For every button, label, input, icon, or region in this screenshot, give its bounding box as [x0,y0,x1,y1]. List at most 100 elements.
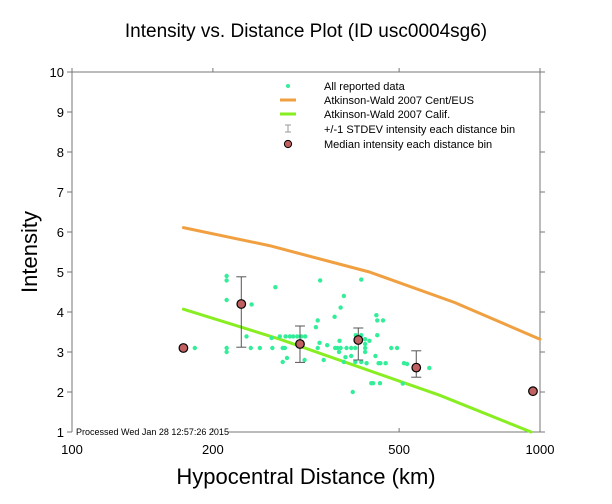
x-tick-label: 100 [61,442,83,457]
reported-data-point [380,318,386,323]
reported-data-point [338,345,343,351]
legend-item: All reported data [286,81,406,93]
reported-data-point [248,345,253,351]
reported-data-point [244,334,249,339]
median-point [411,362,422,373]
y-tick-label: 5 [57,265,64,280]
y-axis-label: Intensity [17,211,42,293]
median-point [528,386,538,397]
reported-data-point [284,355,290,361]
reported-data-point [224,273,229,279]
reported-data-point [336,349,342,355]
legend-dot-icon [286,84,290,88]
reported-data-point [359,277,364,282]
reported-data-point [269,335,274,341]
legend-item: Atkinson-Wald 2007 Calif. [280,109,450,121]
reported-data-point [192,345,198,351]
median-point [353,335,364,345]
reported-data-point [349,353,354,359]
legend-item: Median intensity each distance bin [283,139,492,151]
y-tick-label: 10 [50,65,64,80]
legend-label: Atkinson-Wald 2007 Cent/EUS [324,95,474,107]
reported-data-point [349,345,354,351]
reported-data-point [375,318,380,323]
reported-data-point [362,341,368,347]
reported-data-point [282,345,288,351]
reported-data-point [280,359,285,365]
legend-label: +/-1 STDEV intensity each distance bin [324,124,515,136]
y-tick-label: 3 [57,345,64,360]
reported-data-point [295,334,300,339]
median-point [178,343,189,353]
reported-data-point [343,355,348,360]
axes: 1 2 3 4 5 6 7 8 9 10 100 200 500 1000 [50,65,555,457]
reported-data-point [291,334,296,339]
reported-data-point [383,361,388,366]
reported-data-point [359,359,364,365]
x-tick-label: 500 [388,442,410,457]
legend: All reported data Atkinson-Wald 2007 Cent… [280,81,515,151]
y-tick-label: 2 [57,385,64,400]
reported-data-point [317,340,322,345]
y-tick-label: 4 [57,305,64,320]
y-tick-label: 6 [57,225,64,240]
median-point [295,339,305,349]
reported-data-point [283,334,288,339]
legend-item: +/-1 STDEV intensity each distance bin [285,124,515,136]
model-curves [181,226,542,434]
cent-eus-curve [181,226,542,341]
reported-data-point [404,361,410,367]
reported-data-point [344,345,349,351]
reported-data-point [303,334,308,339]
reported-data-point [313,325,319,330]
chart-title: Intensity vs. Distance Plot (ID usc0004s… [125,21,487,42]
reported-data-point [400,381,405,386]
reported-data-point [321,357,326,363]
reported-data-point [249,302,254,307]
reported-data-point [362,337,368,342]
reported-data-point [224,297,229,303]
reported-data-point [353,359,358,365]
reported-data-point [302,357,307,363]
legend-label: Atkinson-Wald 2007 Calif. [324,109,450,121]
reported-data-point [377,381,383,386]
x-tick-label: 200 [202,442,224,457]
reported-data-point [370,381,376,386]
y-tick-label: 7 [57,185,64,200]
legend-item: Atkinson-Wald 2007 Cent/EUS [280,95,474,107]
reported-data-point [364,361,369,366]
reported-data-point [224,345,229,351]
reported-data-point [224,278,229,283]
reported-data-point [362,345,368,351]
median-points [178,276,538,397]
processed-timestamp: Processed Wed Jan 28 12:57:26 2015 [76,427,229,437]
stdev-errorbar [236,276,247,348]
y-tick-label: 1 [57,425,64,440]
reported-data-point [257,345,263,351]
x-axis-label: Hypocentral Distance (km) [176,464,435,489]
legend-label: All reported data [324,81,406,93]
y-tick-label: 8 [57,145,64,160]
reported-data-point [427,365,432,371]
reported-data-point [394,345,400,351]
legend-label: Median intensity each distance bin [324,139,492,151]
reported-data-point [332,314,337,319]
reported-data-point [317,278,323,283]
reported-data-point [273,285,278,290]
reported-data-point [335,345,340,351]
legend-circle-icon [283,139,293,149]
reported-data-point [350,389,355,395]
y-tick-label: 9 [57,105,64,120]
reported-data-point [367,338,372,343]
reported-data-points [192,273,432,395]
reported-data-point [338,305,343,310]
reported-data-point [270,345,275,351]
reported-data-point [277,334,283,339]
reported-data-point [374,313,379,318]
reported-data-point [287,334,292,339]
reported-data-point [325,343,330,348]
reported-data-point [315,318,320,323]
median-point [236,299,247,309]
reported-data-point [315,345,320,351]
